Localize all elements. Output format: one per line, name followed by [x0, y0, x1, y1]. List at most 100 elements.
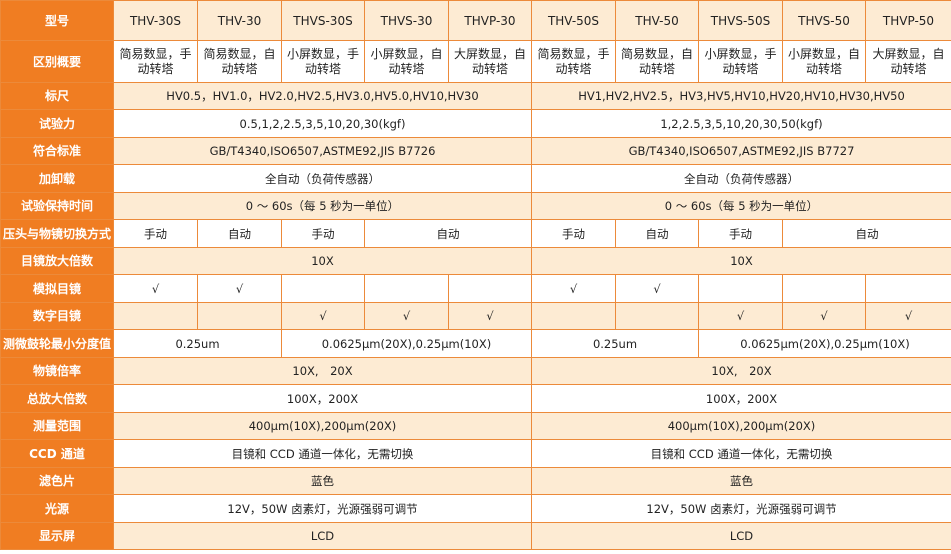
row-label-loading: 加卸载 — [0, 164, 114, 193]
range-row: 测量范围 400μm(10X),200μm(20X) 400μm(10X),20… — [0, 412, 951, 440]
filter-cell-30: 蓝色 — [113, 467, 532, 495]
overview-cell: 大屏数显，自动转塔 — [865, 40, 951, 83]
standard-cell-30: GB/T4340,ISO6507,ASTME92,JIS B7726 — [113, 137, 532, 165]
row-label-display: 显示屏 — [0, 522, 114, 550]
overview-cell: 简易数显，自动转塔 — [615, 40, 699, 83]
empty-cell — [782, 274, 866, 303]
check-mark: √ — [364, 302, 449, 330]
model-cell: THVP-50 — [865, 0, 951, 41]
row-label-filter: 滤色片 — [0, 467, 114, 495]
loading-cell-50: 全自动（负荷传感器） — [531, 164, 951, 193]
total-mag-cell-50: 100X，200X — [531, 384, 951, 413]
empty-cell — [865, 274, 951, 303]
display-row: 显示屏 LCD LCD — [0, 522, 951, 550]
row-label-min-division: 测微鼓轮最小分度值 — [0, 329, 114, 358]
objective-mag-cell-50: 10X, 20X — [531, 357, 951, 385]
ccd-cell-30: 目镜和 CCD 通道一体化，无需切换 — [113, 439, 532, 468]
scale-cell-30: HV0.5，HV1.0，HV2.0,HV2.5,HV3.0,HV5.0,HV10… — [113, 82, 532, 110]
check-mark: √ — [865, 302, 951, 330]
loading-row: 加卸载 全自动（负荷传感器） 全自动（负荷传感器） — [0, 164, 951, 193]
display-cell-50: LCD — [531, 522, 951, 550]
empty-cell — [281, 274, 365, 303]
loading-cell-30: 全自动（负荷传感器） — [113, 164, 532, 193]
empty-cell — [531, 302, 616, 330]
row-label-switch-mode: 压头与物镜切换方式 — [0, 219, 114, 248]
model-cell: THVS-30 — [364, 0, 449, 41]
model-cell: THV-50S — [531, 0, 616, 41]
model-cell: THVS-50 — [782, 0, 866, 41]
dwell-cell-50: 0 ～ 60s（每 5 秒为一单位） — [531, 192, 951, 220]
model-cell: THV-50 — [615, 0, 699, 41]
switch-mode-cell: 自动 — [364, 219, 532, 248]
empty-cell — [113, 302, 198, 330]
light-row: 光源 12V，50W 卤素灯，光源强弱可调节 12V，50W 卤素灯，光源强弱可… — [0, 494, 951, 523]
model-cell: THVS-30S — [281, 0, 365, 41]
check-mark: √ — [615, 274, 699, 303]
total-mag-cell-30: 100X，200X — [113, 384, 532, 413]
overview-cell: 简易数显，手动转塔 — [113, 40, 198, 83]
switch-mode-cell: 自动 — [197, 219, 282, 248]
row-label-overview: 区别概要 — [0, 40, 114, 83]
scale-row: 标尺 HV0.5，HV1.0，HV2.0,HV2.5,HV3.0,HV5.0,H… — [0, 82, 951, 110]
dwell-row: 试验保持时间 0 ～ 60s（每 5 秒为一单位） 0 ～ 60s（每 5 秒为… — [0, 192, 951, 220]
objective-mag-cell-30: 10X, 20X — [113, 357, 532, 385]
check-mark: √ — [782, 302, 866, 330]
row-label-range: 测量范围 — [0, 412, 114, 440]
check-mark: √ — [281, 302, 365, 330]
check-mark: √ — [448, 302, 532, 330]
test-force-cell-50: 1,2,2.5,3,5,10,20,30,50(kgf) — [531, 109, 951, 138]
min-division-cell: 0.0625μm(20X),0.25μm(10X) — [281, 329, 532, 358]
switch-mode-cell: 手动 — [281, 219, 365, 248]
standard-cell-50: GB/T4340,ISO6507,ASTME92,JIS B7727 — [531, 137, 951, 165]
row-label-scale: 标尺 — [0, 82, 114, 110]
switch-mode-row: 压头与物镜切换方式 手动 自动 手动 自动 手动 自动 手动 自动 — [0, 219, 951, 248]
scale-cell-50: HV1,HV2,HV2.5，HV3,HV5,HV10,HV20,HV10,HV3… — [531, 82, 951, 110]
min-division-row: 测微鼓轮最小分度值 0.25um 0.0625μm(20X),0.25μm(10… — [0, 329, 951, 358]
row-label-standard: 符合标准 — [0, 137, 114, 165]
eyepiece-mag-row: 目镜放大倍数 10X 10X — [0, 247, 951, 275]
switch-mode-cell: 自动 — [782, 219, 951, 248]
empty-cell — [698, 274, 783, 303]
row-label-model: 型号 — [0, 0, 114, 41]
overview-cell: 简易数显，自动转塔 — [197, 40, 282, 83]
range-cell-50: 400μm(10X),200μm(20X) — [531, 412, 951, 440]
check-mark: √ — [698, 302, 783, 330]
standard-row: 符合标准 GB/T4340,ISO6507,ASTME92,JIS B7726 … — [0, 137, 951, 165]
test-force-row: 试验力 0.5,1,2,2.5,3,5,10,20,30(kgf) 1,2,2.… — [0, 109, 951, 138]
model-cell: THVP-30 — [448, 0, 532, 41]
overview-cell: 小屏数显，手动转塔 — [281, 40, 365, 83]
switch-mode-cell: 手动 — [698, 219, 783, 248]
ccd-cell-50: 目镜和 CCD 通道一体化，无需切换 — [531, 439, 951, 468]
switch-mode-cell: 自动 — [615, 219, 699, 248]
test-force-cell-30: 0.5,1,2,2.5,3,5,10,20,30(kgf) — [113, 109, 532, 138]
model-row: 型号 THV-30S THV-30 THVS-30S THVS-30 THVP-… — [0, 0, 951, 41]
overview-row: 区别概要 简易数显，手动转塔 简易数显，自动转塔 小屏数显，手动转塔 小屏数显，… — [0, 40, 951, 83]
check-mark: √ — [113, 274, 198, 303]
model-cell: THVS-50S — [698, 0, 783, 41]
model-cell: THV-30 — [197, 0, 282, 41]
min-division-cell: 0.0625μm(20X),0.25μm(10X) — [698, 329, 951, 358]
ccd-row: CCD 通道 目镜和 CCD 通道一体化，无需切换 目镜和 CCD 通道一体化，… — [0, 439, 951, 468]
row-label-digital-eyepiece: 数字目镜 — [0, 302, 114, 330]
empty-cell — [448, 274, 532, 303]
row-label-analog-eyepiece: 模拟目镜 — [0, 274, 114, 303]
overview-cell: 简易数显，手动转塔 — [531, 40, 616, 83]
dwell-cell-30: 0 ～ 60s（每 5 秒为一单位） — [113, 192, 532, 220]
digital-eyepiece-row: 数字目镜 √ √ √ √ √ √ — [0, 302, 951, 330]
row-label-test-force: 试验力 — [0, 109, 114, 138]
row-label-eyepiece-mag: 目镜放大倍数 — [0, 247, 114, 275]
empty-cell — [197, 302, 282, 330]
display-cell-30: LCD — [113, 522, 532, 550]
min-division-cell: 0.25um — [113, 329, 282, 358]
check-mark: √ — [197, 274, 282, 303]
eyepiece-mag-cell-30: 10X — [113, 247, 532, 275]
overview-cell: 小屏数显，自动转塔 — [782, 40, 866, 83]
row-label-total-mag: 总放大倍数 — [0, 384, 114, 413]
range-cell-30: 400μm(10X),200μm(20X) — [113, 412, 532, 440]
total-mag-row: 总放大倍数 100X，200X 100X，200X — [0, 384, 951, 413]
empty-cell — [364, 274, 449, 303]
empty-cell — [615, 302, 699, 330]
row-label-objective-mag: 物镜倍率 — [0, 357, 114, 385]
model-cell: THV-30S — [113, 0, 198, 41]
light-cell-50: 12V，50W 卤素灯，光源强弱可调节 — [531, 494, 951, 523]
